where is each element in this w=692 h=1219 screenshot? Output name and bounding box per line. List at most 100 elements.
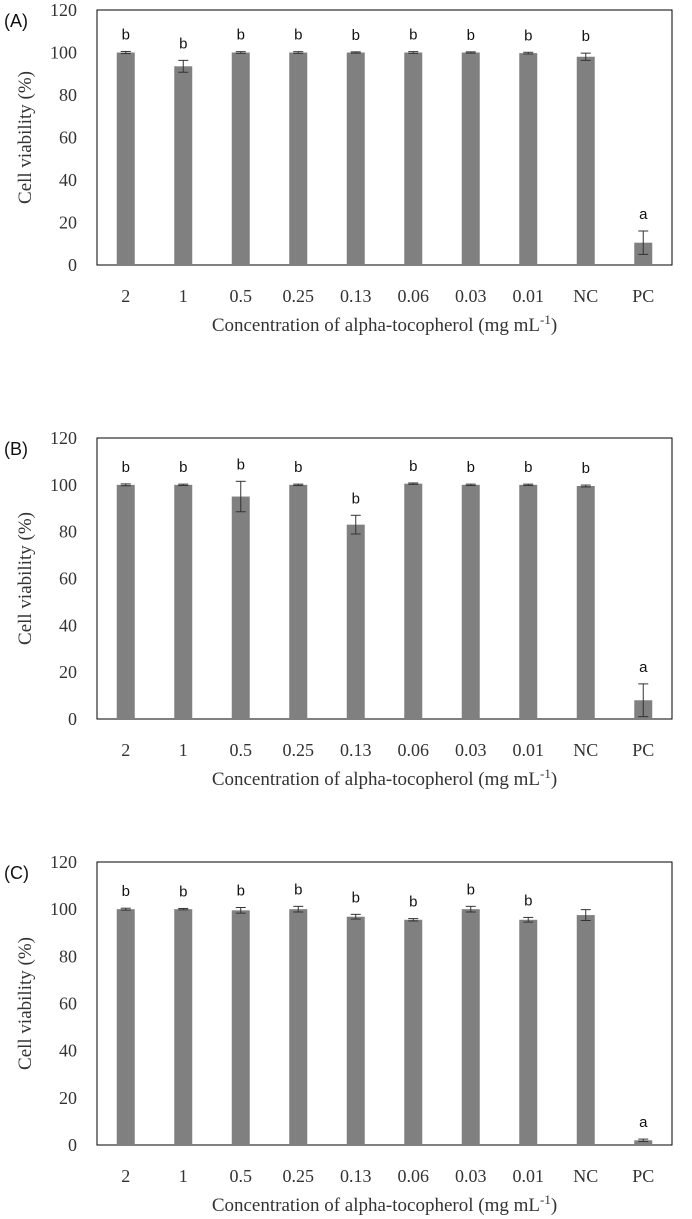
significance-label: b <box>467 459 475 476</box>
bar <box>231 910 250 1145</box>
y-tick-label: 100 <box>50 43 77 63</box>
x-tick-label: 2 <box>121 286 130 306</box>
y-tick-label: 100 <box>50 475 77 495</box>
y-tick-label: 0 <box>68 1135 77 1155</box>
bar <box>576 486 595 719</box>
bar <box>519 484 538 719</box>
x-tick-label: NC <box>573 1166 598 1186</box>
y-tick-label: 40 <box>59 1041 77 1061</box>
significance-label: b <box>237 456 245 473</box>
x-tick-label: 2 <box>121 740 130 760</box>
y-tick-label: 40 <box>59 615 77 635</box>
x-tick-label: 0.06 <box>398 286 430 306</box>
significance-label: b <box>237 883 245 900</box>
bar <box>289 484 308 719</box>
bar <box>174 484 193 719</box>
y-axis-title: Cell viability (%) <box>15 937 36 1070</box>
bar <box>346 524 365 719</box>
significance-label: a <box>639 1114 648 1131</box>
x-tick-label: 1 <box>179 1166 188 1186</box>
x-tick-label: NC <box>573 740 598 760</box>
significance-label: b <box>122 883 130 900</box>
significance-label: b <box>122 459 130 476</box>
bar <box>519 53 538 266</box>
bar <box>116 909 135 1145</box>
y-tick-label: 80 <box>59 522 77 542</box>
x-tick-label: 0.13 <box>340 1166 372 1186</box>
significance-label: b <box>582 28 590 45</box>
x-tick-label: 0.03 <box>455 286 487 306</box>
chart-panel: (B) 0 20 40 60 80 100 120 Cell viability (%) b 2 b 1… <box>4 428 673 790</box>
x-tick-label: 0.06 <box>398 1166 430 1186</box>
y-tick-label: 20 <box>59 213 77 233</box>
bar <box>576 915 595 1145</box>
panel-label: (C) <box>4 863 29 883</box>
x-tick-label: PC <box>632 1166 654 1186</box>
y-tick-label: 80 <box>59 946 77 966</box>
bar <box>404 919 423 1145</box>
significance-label: b <box>294 27 302 44</box>
significance-label: b <box>352 27 360 44</box>
significance-label: b <box>409 458 417 475</box>
bar <box>346 916 365 1145</box>
bar <box>346 52 365 265</box>
x-tick-label: PC <box>632 286 654 306</box>
x-tick-label: 0.03 <box>455 740 487 760</box>
plot-frame <box>96 9 673 266</box>
bar <box>519 919 538 1145</box>
x-tick-label: 1 <box>179 286 188 306</box>
x-tick-label: 0.01 <box>513 1166 545 1186</box>
x-tick-label: PC <box>632 740 654 760</box>
bar <box>174 66 193 265</box>
significance-label: b <box>237 27 245 44</box>
panel-label: (B) <box>4 439 28 459</box>
x-axis-title: Concentration of alpha-tocopherol (mg mL… <box>212 1192 557 1216</box>
x-tick-label: 1 <box>179 740 188 760</box>
y-tick-label: 120 <box>50 852 77 872</box>
y-axis-title: Cell viability (%) <box>15 71 36 204</box>
y-tick-label: 20 <box>59 662 77 682</box>
significance-label: b <box>467 27 475 44</box>
significance-label: b <box>352 889 360 906</box>
plot-frame <box>96 437 673 720</box>
y-tick-label: 120 <box>50 0 77 20</box>
bar <box>231 496 250 719</box>
significance-label: b <box>524 892 532 909</box>
significance-label: a <box>639 659 648 676</box>
y-tick-label: 20 <box>59 1088 77 1108</box>
x-tick-label: 0.13 <box>340 286 372 306</box>
x-tick-label: 2 <box>121 1166 130 1186</box>
y-tick-label: 0 <box>68 709 77 729</box>
y-tick-label: 40 <box>59 170 77 190</box>
x-tick-label: 0.01 <box>513 286 545 306</box>
significance-label: b <box>179 883 187 900</box>
chart-panel: (A) 0 20 40 60 80 100 120 Cell viability (%) b 2 b 1… <box>4 0 673 336</box>
x-tick-label: 0.06 <box>398 740 430 760</box>
plot-frame <box>96 861 673 1146</box>
y-tick-label: 60 <box>59 128 77 148</box>
bar <box>174 909 193 1145</box>
bar <box>116 52 135 265</box>
x-tick-label: NC <box>573 286 598 306</box>
x-tick-label: 0.03 <box>455 1166 487 1186</box>
significance-label: b <box>467 881 475 898</box>
significance-label: b <box>179 35 187 52</box>
x-tick-label: 0.5 <box>230 286 253 306</box>
bar <box>289 52 308 265</box>
significance-label: b <box>294 881 302 898</box>
panel-label: (A) <box>4 11 28 31</box>
significance-label: b <box>524 27 532 44</box>
significance-label: b <box>122 26 130 43</box>
bar <box>576 56 595 265</box>
x-tick-label: 0.01 <box>513 740 545 760</box>
bar <box>231 52 250 265</box>
y-tick-label: 100 <box>50 899 77 919</box>
bar <box>634 1140 653 1145</box>
x-axis-title: Concentration of alpha-tocopherol (mg mL… <box>212 312 557 336</box>
x-tick-label: 0.5 <box>230 1166 253 1186</box>
y-tick-label: 0 <box>68 255 77 275</box>
x-tick-label: 0.5 <box>230 740 253 760</box>
significance-label: b <box>524 459 532 476</box>
significance-label: b <box>582 460 590 477</box>
